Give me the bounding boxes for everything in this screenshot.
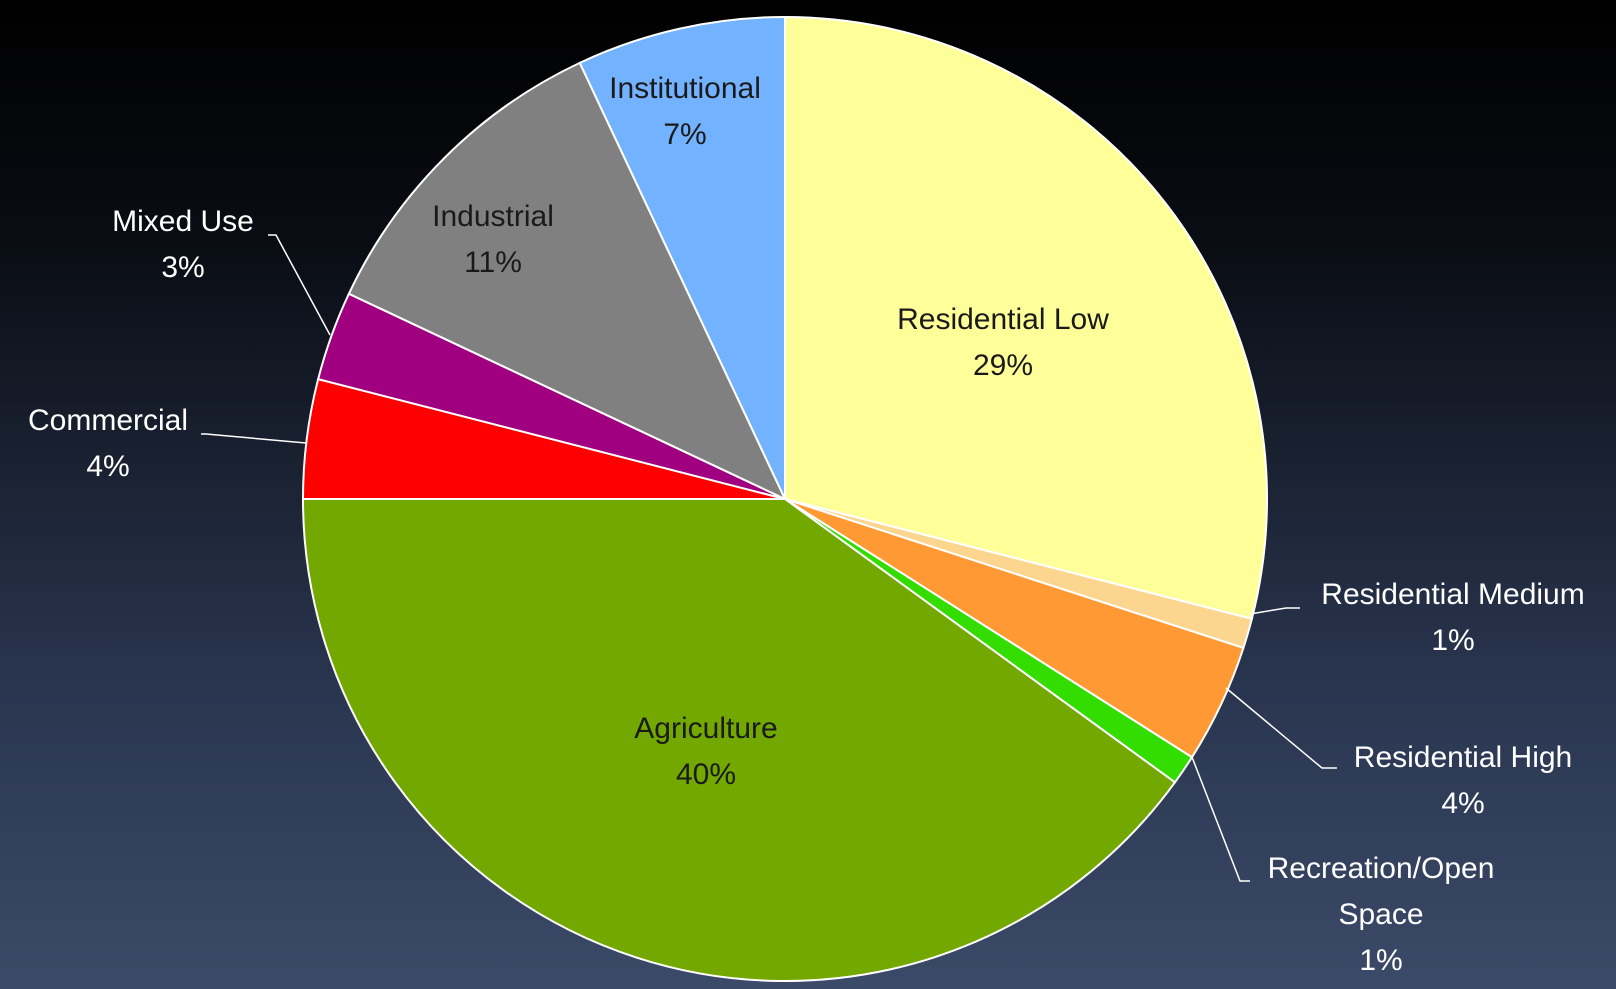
- slice-label: Commercial 4%: [28, 398, 188, 490]
- category-label: Mixed Use: [112, 205, 254, 238]
- value-label: 3%: [161, 251, 205, 284]
- value-label: 7%: [663, 118, 707, 151]
- category-label: Institutional: [609, 72, 761, 105]
- leader-line: [1225, 687, 1337, 769]
- value-label: 4%: [1441, 787, 1485, 820]
- value-label: 40%: [675, 758, 737, 791]
- category-label: Residential Low: [897, 303, 1109, 336]
- slice-label: Institutional 7%: [609, 66, 761, 158]
- pie-slice: [301, 498, 1177, 983]
- slice-label: Mixed Use 3%: [112, 199, 254, 291]
- leader-line: [1191, 756, 1250, 882]
- slice-label: Recreation/Open Space 1%: [1246, 846, 1516, 984]
- category-label: Residential Medium: [1321, 578, 1585, 611]
- category-label: Agriculture: [634, 712, 778, 745]
- value-label: 4%: [86, 450, 130, 483]
- value-label: 1%: [1431, 624, 1475, 657]
- leader-line: [268, 234, 331, 336]
- leader-line: [1249, 607, 1300, 615]
- value-label: 1%: [1359, 944, 1403, 977]
- slice-label: Agriculture 40%: [634, 706, 777, 798]
- leader-line: [201, 433, 307, 444]
- category-label: Commercial: [27, 404, 189, 437]
- pie-slice: [578, 15, 786, 500]
- pie-slice: [347, 61, 788, 502]
- category-label: Residential High: [1353, 741, 1573, 774]
- category-label: Industrial: [432, 200, 554, 233]
- category-label: Recreation/Open Space: [1267, 852, 1495, 931]
- slice-label: Residential High 4%: [1354, 735, 1572, 827]
- slice-label: Residential Medium 1%: [1321, 572, 1584, 664]
- pie-slice: [784, 15, 1268, 621]
- value-label: 29%: [972, 349, 1034, 382]
- value-label: 11%: [464, 246, 522, 279]
- slice-label: Industrial 11%: [432, 194, 554, 286]
- slice-label: Residential Low 29%: [897, 297, 1109, 389]
